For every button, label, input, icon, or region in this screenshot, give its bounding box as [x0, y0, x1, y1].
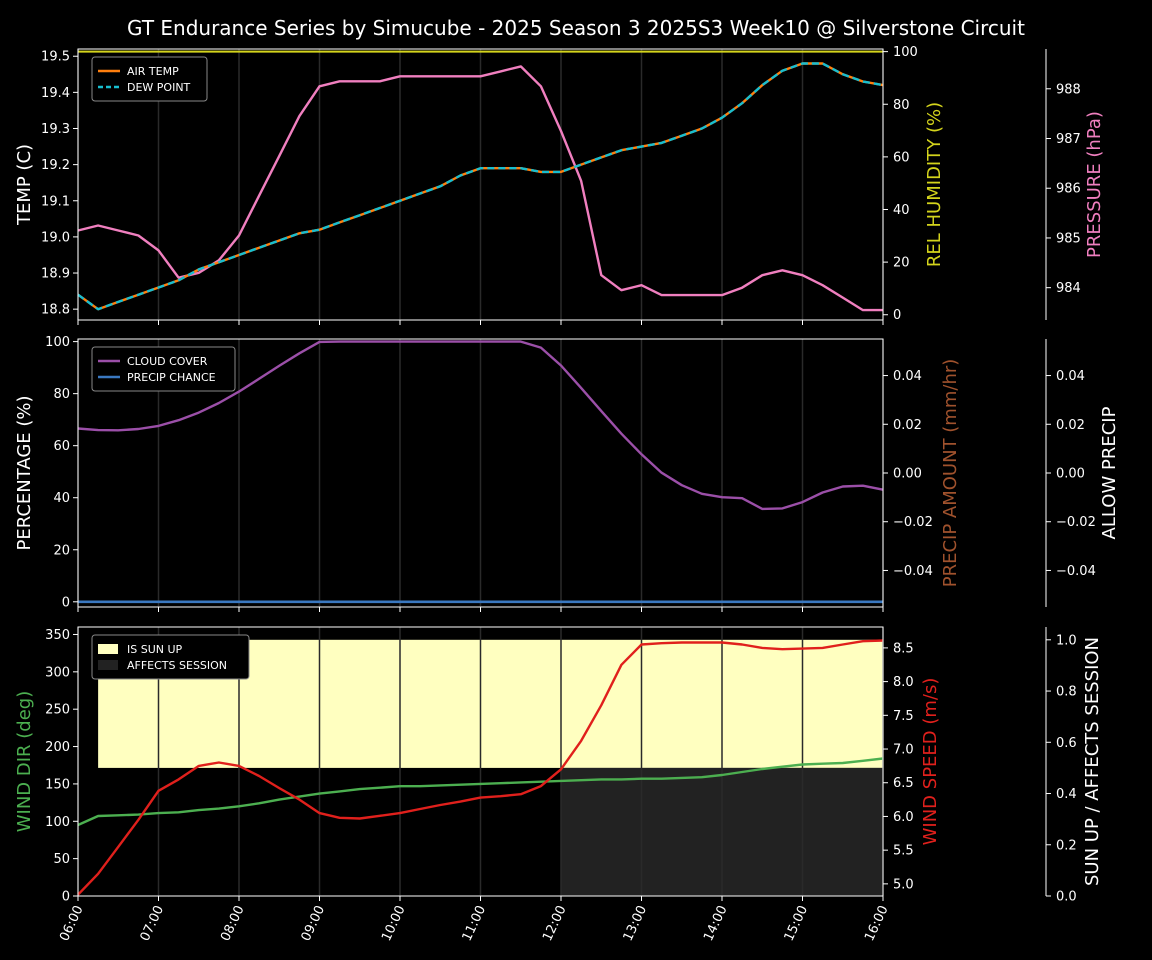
- tick-label-humidity: 40: [893, 203, 910, 218]
- legend-swatch: [98, 644, 118, 654]
- legend-label: DEW POINT: [127, 81, 191, 94]
- y-axis-label-1: TEMP (C): [14, 144, 35, 226]
- y-tick-label: 19.3: [41, 122, 70, 137]
- wind-dir-line: [77, 757, 884, 827]
- y-tick-label: 60: [53, 439, 70, 454]
- tick-label-pressure: 986: [1056, 182, 1081, 197]
- legend-box: [91, 56, 208, 102]
- y-tick-label: 50: [53, 852, 70, 867]
- y-tick-label: 350: [45, 628, 70, 643]
- legend-label: IS SUN UP: [127, 643, 183, 656]
- tick-label-sun-up: 0.8: [1056, 685, 1077, 700]
- y-tick-label: 40: [53, 491, 70, 506]
- tick-label-wind-speed: 6.5: [893, 776, 914, 791]
- tick-label-wind-speed: 8.0: [893, 675, 914, 690]
- tick-label-humidity: 80: [893, 98, 910, 113]
- y-axis-label-2: PERCENTAGE (%): [14, 395, 35, 550]
- chart-title: GT Endurance Series by Simucube - 2025 S…: [127, 16, 1025, 40]
- y-tick-label: 150: [45, 777, 70, 792]
- tick-label-sun-up: 1.0: [1056, 633, 1077, 648]
- legend-swatch: [98, 660, 118, 670]
- tick-label-wind-speed: 5.0: [893, 877, 914, 892]
- y-tick-label: 18.9: [41, 267, 70, 282]
- tick-label-allow-precip: 0.04: [1056, 369, 1085, 384]
- tick-label-precip-amount: 0.02: [893, 418, 922, 433]
- tick-label-wind-speed: 6.0: [893, 810, 914, 825]
- y-axis-label-3: WIND DIR (deg): [14, 691, 35, 833]
- axis-label-allow-precip-2: ALLOW PRECIP: [1099, 406, 1120, 539]
- tick-label-pressure: 987: [1056, 132, 1081, 147]
- y-tick-label: 20: [53, 543, 70, 558]
- legend-wind: IS SUN UP AFFECTS SESSION: [91, 634, 250, 680]
- y-tick-label: 19.4: [41, 86, 70, 101]
- tick-label-sun-up: 0.0: [1056, 890, 1077, 905]
- legend-temperature: AIR TEMP DEW POINT: [91, 56, 208, 102]
- legend-box: [91, 634, 250, 680]
- legend-box: [91, 346, 236, 392]
- y-tick-label: 0: [62, 890, 70, 905]
- tick-label-pressure: 988: [1056, 82, 1081, 97]
- tick-label-humidity: 0: [893, 308, 901, 323]
- y-tick-label: 250: [45, 703, 70, 718]
- y-tick-label: 0: [62, 595, 70, 610]
- y-tick-label: 100: [45, 815, 70, 830]
- y-tick-label: 19.1: [41, 194, 70, 209]
- axis-label-precip-amount-2: PRECIP AMOUNT (mm/hr): [940, 359, 961, 588]
- axis-label-sun-up-3: SUN UP / AFFECTS SESSION: [1082, 637, 1103, 886]
- y-tick-label: 100: [45, 335, 70, 350]
- legend-label: AIR TEMP: [127, 65, 179, 78]
- tick-label-sun-up: 0.6: [1056, 736, 1077, 751]
- tick-label-wind-speed: 7.5: [893, 709, 914, 724]
- legend-label: PRECIP CHANCE: [127, 371, 216, 384]
- tick-label-sun-up: 0.4: [1056, 787, 1077, 802]
- tick-label-sun-up: 0.2: [1056, 838, 1077, 853]
- tick-label-pressure: 984: [1056, 281, 1081, 296]
- tick-label-precip-amount: 0.00: [893, 467, 922, 482]
- dew-point-line: [77, 62, 884, 311]
- legend-label: AFFECTS SESSION: [127, 659, 227, 672]
- tick-label-allow-precip: 0.00: [1056, 467, 1085, 482]
- y-tick-label: 19.2: [41, 158, 70, 173]
- y-tick-label: 300: [45, 665, 70, 680]
- tick-label-allow-precip: 0.02: [1056, 418, 1085, 433]
- cloud-cover-line: [77, 340, 884, 511]
- axis-label-wind-speed-3: WIND SPEED (m/s): [920, 678, 941, 846]
- tick-label-humidity: 100: [893, 45, 918, 60]
- tick-label-humidity: 20: [893, 256, 910, 271]
- tick-label-wind-speed: 7.0: [893, 743, 914, 758]
- tick-label-precip-amount: 0.04: [893, 369, 922, 384]
- tick-label-allow-precip: −0.02: [1056, 515, 1096, 530]
- legend-cloud: CLOUD COVER PRECIP CHANCE: [91, 346, 236, 392]
- axis-label-pressure-1: PRESSURE (hPa): [1084, 111, 1105, 258]
- tick-label-precip-amount: −0.02: [893, 515, 933, 530]
- y-tick-label: 19.5: [41, 50, 70, 65]
- legend-label: CLOUD COVER: [127, 355, 208, 368]
- tick-label-allow-precip: −0.04: [1056, 564, 1096, 579]
- tick-label-wind-speed: 5.5: [893, 844, 914, 859]
- tick-label-precip-amount: −0.04: [893, 564, 933, 579]
- tick-label-pressure: 985: [1056, 231, 1081, 246]
- tick-label-humidity: 60: [893, 150, 910, 165]
- tick-label-wind-speed: 8.5: [893, 641, 914, 656]
- y-tick-label: 200: [45, 740, 70, 755]
- y-tick-label: 80: [53, 387, 70, 402]
- axis-label-humidity-1: REL HUMIDITY (%): [924, 102, 945, 267]
- y-tick-label: 19.0: [41, 230, 70, 245]
- wind-speed-line: [77, 639, 884, 896]
- y-tick-label: 18.8: [41, 303, 70, 318]
